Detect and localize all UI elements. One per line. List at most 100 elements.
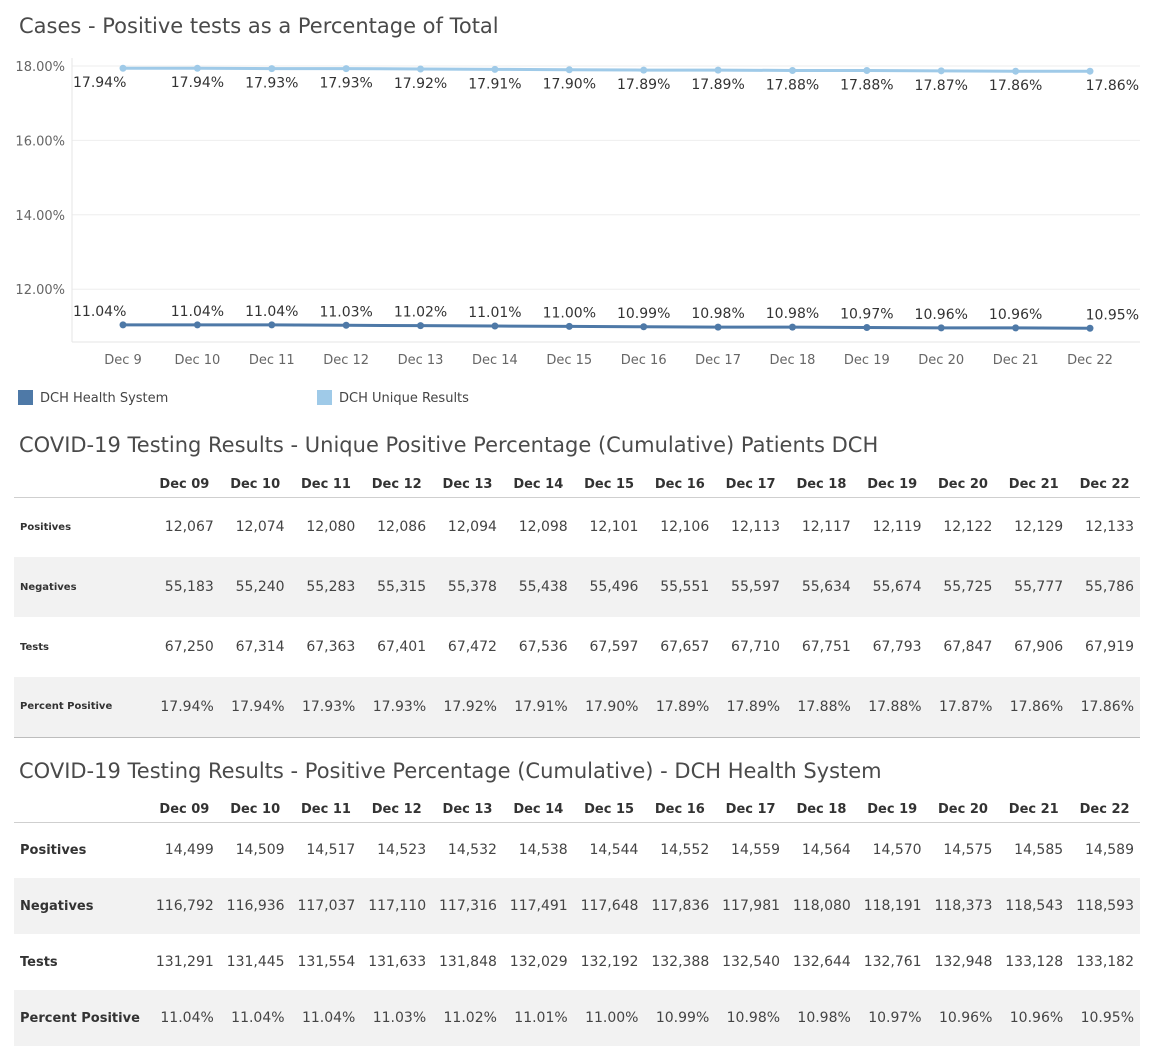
data-label: 17.88%: [766, 77, 819, 93]
column-header: Dec 13: [442, 476, 493, 492]
table-cell: 67,710: [731, 639, 781, 655]
table-cell: 117,316: [439, 898, 497, 914]
column-header: Dec 16: [654, 476, 705, 492]
data-point: [1086, 67, 1094, 75]
table-cell: 14,509: [235, 842, 285, 859]
data-point: [863, 324, 871, 332]
table-cell: 67,250: [164, 639, 214, 655]
table-cell: 55,634: [801, 579, 851, 595]
table-row: Negatives 116,792 116,936 117,037 117,110 117…: [14, 878, 1140, 934]
table-cell: 67,847: [943, 639, 993, 655]
legend-swatch-health-system: [18, 390, 33, 405]
column-header: Dec 18: [796, 476, 847, 492]
data-point: [342, 321, 350, 329]
data-point: [937, 324, 945, 332]
table-corner-cell: [14, 798, 149, 822]
x-tick-label: Dec 21: [993, 353, 1039, 368]
data-point: [268, 65, 276, 73]
column-header: Dec 10: [230, 802, 281, 818]
table-cell: 118,543: [1005, 898, 1064, 914]
table-cell: 131,554: [297, 954, 356, 970]
table-cell: 12,067: [164, 519, 214, 536]
data-point: [640, 66, 648, 74]
table-cell: 14,575: [943, 842, 993, 859]
data-point: [417, 322, 425, 330]
table-cell: 55,777: [1014, 579, 1064, 595]
table-cell: 131,291: [155, 954, 214, 970]
table-cell: 133,182: [1076, 954, 1134, 970]
table-row: Positives 14,499 14,509 14,517 14,523 14,532 1…: [14, 822, 1140, 878]
data-label: 17.89%: [691, 77, 744, 93]
table-cell: 12,094: [447, 519, 497, 536]
table-cell: 117,491: [509, 898, 568, 914]
table-cell: 12,080: [306, 519, 356, 536]
table-cell: 67,401: [377, 639, 427, 655]
data-label: 11.01%: [468, 305, 521, 321]
table-cell: 55,315: [377, 579, 427, 595]
x-tick-label: Dec 16: [621, 353, 667, 368]
table-cell: 116,792: [155, 898, 214, 914]
row-label: Percent Positive: [20, 701, 113, 713]
y-tick-label: 12.00%: [15, 283, 65, 298]
table-cell: 55,496: [589, 579, 639, 595]
table-row: Percent Positive 11.04% 11.04% 11.04% 11.03%…: [14, 990, 1140, 1046]
table-row: Negatives 55,183 55,240 55,283 55,315 55,378 5…: [14, 557, 1140, 617]
table-cell: 55,597: [731, 579, 781, 595]
row-label: Percent Positive: [20, 1010, 140, 1026]
table-cell: 10.98%: [726, 1010, 781, 1026]
column-header: Dec 09: [159, 802, 210, 818]
table-row: Positives 12,067 12,074 12,080 12,086 12,094 1…: [14, 497, 1140, 557]
row-label: Positives: [20, 521, 72, 533]
data-point: [268, 321, 276, 329]
data-label: 17.93%: [319, 76, 372, 92]
table-cell: 17.86%: [1080, 698, 1134, 715]
table-cell: 12,086: [377, 519, 427, 536]
data-point: [714, 323, 722, 331]
table-cell: 17.90%: [585, 698, 639, 715]
data-label: 11.02%: [394, 305, 447, 321]
data-point: [565, 322, 573, 330]
data-label: 10.98%: [691, 306, 744, 322]
table-cell: 55,551: [660, 579, 710, 595]
data-label: 17.94%: [171, 75, 224, 91]
data-label: 17.88%: [840, 77, 893, 93]
table-cell: 132,192: [580, 954, 639, 970]
data-label: 10.95%: [1086, 307, 1139, 323]
data-label: 11.03%: [319, 304, 372, 320]
column-header: Dec 12: [371, 476, 422, 492]
table-cell: 17.94%: [231, 698, 285, 715]
table-cell: 10.96%: [1009, 1010, 1064, 1026]
data-label: 10.98%: [766, 306, 819, 322]
data-point: [937, 67, 945, 75]
column-header: Dec 17: [725, 802, 776, 818]
table-cell: 12,129: [1014, 519, 1064, 536]
table-cell: 14,544: [589, 842, 639, 859]
table-cell: 14,552: [660, 842, 710, 859]
table-cell: 55,674: [872, 579, 922, 595]
data-label: 17.87%: [915, 78, 968, 94]
data-label: 17.89%: [617, 77, 670, 93]
data-point: [491, 65, 499, 73]
row-label: Tests: [20, 641, 49, 653]
table-cell: 14,538: [518, 842, 568, 859]
table-cell: 17.86%: [1009, 698, 1064, 715]
table-cell: 55,438: [518, 579, 568, 595]
column-header: Dec 15: [584, 802, 635, 818]
row-label: Positives: [20, 842, 87, 858]
table-header-row: Dec 09 Dec 10 Dec 11 Dec 12 Dec 13 Dec 14 Dec …: [14, 472, 1140, 497]
unique-table-title: COVID-19 Testing Results - Unique Positi…: [19, 433, 879, 457]
y-tick-label: 14.00%: [15, 209, 65, 224]
column-header: Dec 15: [584, 476, 635, 492]
column-header: Dec 16: [654, 802, 705, 818]
table-cell: 10.95%: [1080, 1010, 1134, 1026]
table-cell: 55,786: [1085, 579, 1134, 595]
table-cell: 14,532: [447, 842, 497, 859]
x-tick-label: Dec 15: [546, 353, 592, 368]
table-cell: 17.88%: [797, 698, 851, 715]
table-cell: 116,936: [226, 898, 285, 914]
table-cell: 14,523: [377, 842, 427, 859]
table-cell: 117,981: [722, 898, 781, 914]
column-header: Dec 21: [1008, 476, 1059, 492]
table-cell: 132,948: [934, 954, 993, 970]
data-label: 10.96%: [915, 307, 968, 323]
